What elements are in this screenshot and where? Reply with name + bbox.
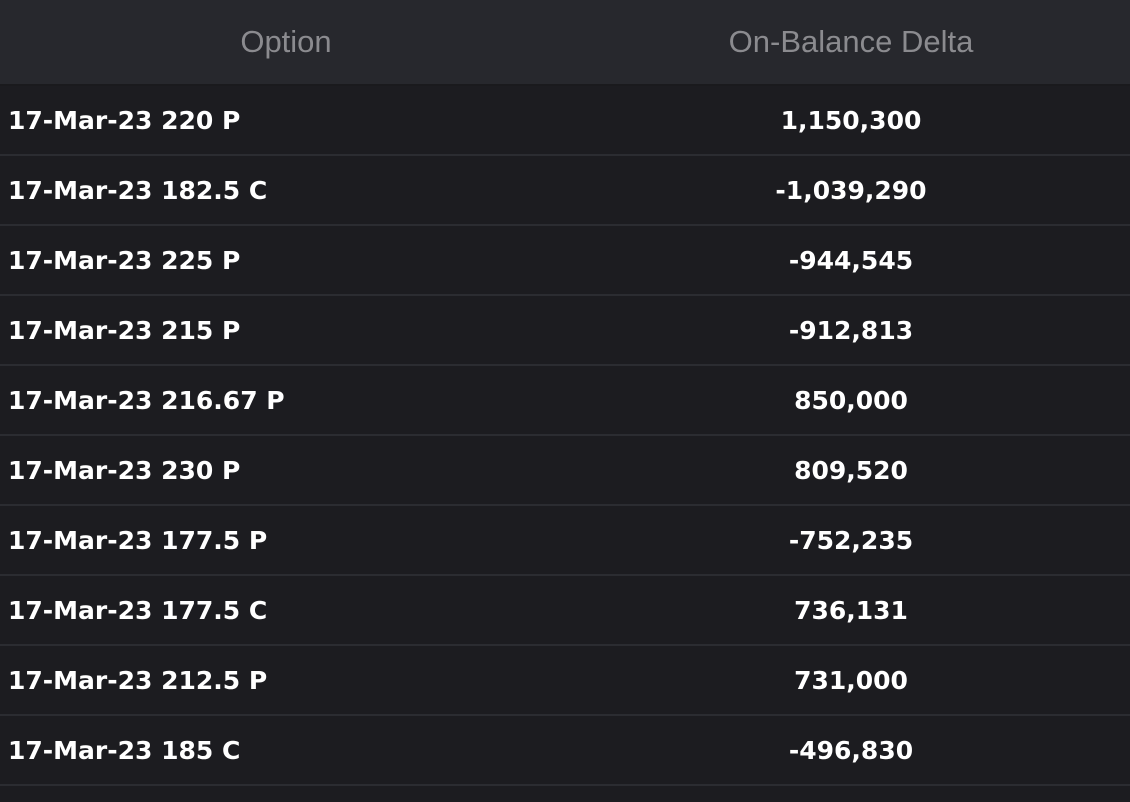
table-row[interactable]: 17-Mar-23 177.5 C 736,131: [0, 576, 1130, 646]
table-row[interactable]: 17-Mar-23 215 P -912,813: [0, 296, 1130, 366]
delta-cell: -912,813: [788, 315, 914, 345]
table-header: Option On-Balance Delta: [0, 0, 1130, 86]
table-row[interactable]: 17-Mar-23 216.67 P 850,000: [0, 366, 1130, 436]
table-body: 17-Mar-23 220 P 1,150,300 17-Mar-23 182.…: [0, 86, 1130, 786]
table-row[interactable]: 17-Mar-23 182.5 C -1,039,290: [0, 156, 1130, 226]
delta-cell: 850,000: [794, 385, 908, 415]
option-cell: 17-Mar-23 177.5 C: [8, 595, 268, 625]
delta-cell: -944,545: [788, 245, 914, 275]
delta-cell: 1,150,300: [780, 105, 922, 135]
column-header-on-balance-delta[interactable]: On-Balance Delta: [728, 24, 974, 59]
table-row[interactable]: 17-Mar-23 220 P 1,150,300: [0, 86, 1130, 156]
table-row[interactable]: 17-Mar-23 225 P -944,545: [0, 226, 1130, 296]
table-row[interactable]: 17-Mar-23 185 C -496,830: [0, 716, 1130, 786]
table-row[interactable]: 17-Mar-23 177.5 P -752,235: [0, 506, 1130, 576]
table-row[interactable]: 17-Mar-23 212.5 P 731,000: [0, 646, 1130, 716]
delta-cell: -1,039,290: [775, 175, 927, 205]
option-cell: 17-Mar-23 212.5 P: [8, 665, 268, 695]
option-cell: 17-Mar-23 230 P: [8, 455, 241, 485]
table-row[interactable]: 17-Mar-23 230 P 809,520: [0, 436, 1130, 506]
option-cell: 17-Mar-23 215 P: [8, 315, 241, 345]
option-cell: 17-Mar-23 182.5 C: [8, 175, 268, 205]
option-cell: 17-Mar-23 225 P: [8, 245, 241, 275]
option-cell: 17-Mar-23 216.67 P: [8, 385, 285, 415]
delta-cell: -496,830: [788, 735, 914, 765]
option-cell: 17-Mar-23 185 C: [8, 735, 241, 765]
delta-cell: 736,131: [794, 595, 908, 625]
column-header-option[interactable]: Option: [240, 24, 332, 59]
option-cell: 17-Mar-23 177.5 P: [8, 525, 268, 555]
delta-cell: 731,000: [794, 665, 908, 695]
delta-cell: 809,520: [794, 455, 908, 485]
delta-cell: -752,235: [788, 525, 914, 555]
option-cell: 17-Mar-23 220 P: [8, 105, 241, 135]
